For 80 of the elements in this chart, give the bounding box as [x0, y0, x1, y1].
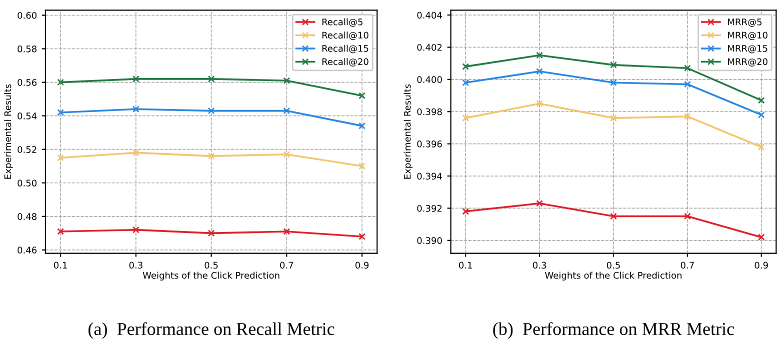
x-tick-label: 0.5	[606, 262, 620, 269]
y-tick-label: 0.400	[417, 76, 442, 83]
x-tick-label: 0.5	[204, 262, 218, 269]
x-tick-label: 0.3	[532, 262, 546, 269]
point	[57, 154, 64, 162]
y-tick-label: 0.402	[417, 44, 442, 51]
y-tick-label: 0.404	[417, 12, 442, 19]
point	[358, 233, 366, 240]
point	[610, 61, 617, 68]
point	[536, 52, 544, 59]
point	[57, 78, 64, 86]
y-axis-title: Experimental Results	[4, 84, 13, 179]
point	[132, 75, 140, 82]
point	[536, 68, 544, 75]
point	[283, 107, 290, 114]
text: (a) Performance on Recall Metric	[88, 322, 334, 339]
x-tick-label: 0.7	[680, 262, 694, 269]
y-tick-label: 0.398	[417, 108, 442, 116]
point	[610, 114, 617, 122]
y-tick-label: 0.58	[18, 45, 37, 52]
point	[684, 212, 691, 220]
point	[758, 111, 765, 118]
y-tick-label: 0.48	[18, 213, 37, 220]
point	[462, 63, 470, 70]
point	[462, 208, 470, 215]
point	[283, 150, 290, 158]
point	[610, 79, 617, 86]
point	[684, 80, 691, 88]
x-tick-label: 0.1	[54, 262, 67, 269]
point	[462, 79, 470, 86]
point	[208, 107, 215, 114]
x-axis-title: Weights of the Click Prediction	[545, 272, 682, 280]
point	[462, 114, 470, 122]
x-tick-label: 0.9	[754, 262, 768, 269]
y-tick-label: 0.54	[18, 112, 37, 120]
point	[358, 92, 366, 100]
legend-label: Recall@20	[322, 58, 368, 67]
point	[610, 212, 617, 220]
y-tick-label: 0.56	[18, 79, 37, 86]
y-tick-label: 0.396	[417, 140, 442, 148]
point	[132, 106, 140, 113]
point	[57, 228, 64, 235]
y-tick-label: 0.392	[417, 204, 442, 212]
text: (b) Performance on MRR Metric	[493, 322, 734, 339]
point	[283, 228, 290, 235]
point	[536, 100, 544, 108]
point	[283, 77, 290, 84]
x-tick-label: 0.3	[129, 262, 142, 269]
point	[758, 234, 765, 241]
y-axis-title: Experimental Results	[404, 84, 412, 179]
point	[208, 230, 215, 237]
legend-label: MRR@15	[728, 45, 768, 54]
x-tick-label: 0.1	[459, 262, 472, 269]
y-tick-label: 0.50	[18, 180, 37, 186]
point	[57, 108, 64, 116]
point	[758, 96, 765, 104]
point	[358, 122, 366, 130]
y-tick-label: 0.390	[417, 237, 442, 244]
legend-label: Recall@15	[322, 44, 368, 54]
point	[684, 112, 691, 120]
legend-label: MRR@10	[728, 32, 768, 40]
y-tick-label: 0.46	[18, 246, 37, 254]
point	[758, 144, 765, 151]
point	[208, 152, 215, 160]
point	[358, 162, 366, 170]
y-tick-label: 0.60	[18, 12, 37, 19]
y-tick-label: 0.394	[417, 172, 442, 180]
legend-label: Recall@10	[322, 32, 368, 40]
point	[132, 149, 140, 156]
legend-label: MRR@20	[728, 58, 768, 67]
x-tick-label: 0.9	[355, 262, 369, 269]
y-tick-label: 0.52	[18, 146, 36, 153]
point	[132, 226, 140, 234]
point	[684, 64, 691, 72]
point	[536, 200, 544, 207]
x-axis-title: Weights of the Click Prediction	[142, 272, 280, 280]
legend-label: Recall@5	[322, 18, 362, 27]
point	[208, 75, 215, 82]
legend-label: MRR@5	[728, 18, 762, 27]
x-tick-label: 0.7	[280, 262, 294, 269]
